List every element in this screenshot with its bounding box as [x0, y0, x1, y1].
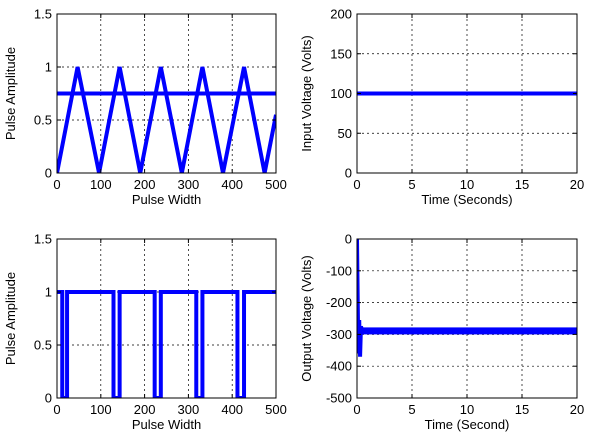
- top-left-y-tick-label: 0: [45, 166, 52, 181]
- bottom-right-y-axis-label: Output Voltage (Volts): [299, 255, 314, 381]
- bottom-right-y-tick-label: -400: [326, 359, 352, 374]
- bottom-left-y-tick-label: 1.5: [34, 232, 52, 247]
- bottom-left-series-line-1: [57, 290, 276, 398]
- top-right-x-tick-label: 10: [460, 177, 474, 192]
- bottom-right-chart: 0 5 10 15 20 -500 -400 -300 -200 -100 0 Time (Secon…: [299, 232, 584, 433]
- bottom-left-x-tick-label: 100: [90, 402, 112, 417]
- bottom-right-x-tick-label: 10: [460, 402, 474, 417]
- top-left-x-tick-label: 100: [90, 177, 112, 192]
- bottom-right-y-tick-label: -500: [326, 391, 352, 406]
- bottom-right-x-axis-label: Time (Second): [425, 417, 510, 432]
- top-right-x-tick-label: 15: [515, 177, 529, 192]
- bottom-left-x-axis-label: Pulse Width: [132, 417, 201, 432]
- top-left-y-tick-label: 0.5: [34, 113, 52, 128]
- bottom-left-x-tick-label: 300: [178, 402, 200, 417]
- top-left-x-tick-label: 400: [221, 177, 243, 192]
- top-left-x-axis-label: Pulse Width: [132, 192, 201, 207]
- top-right-y-tick-label: 0: [345, 166, 352, 181]
- top-right-y-tick-label: 50: [338, 126, 352, 141]
- bottom-right-x-tick-label: 0: [353, 402, 360, 417]
- bottom-right-series-line-1: [357, 239, 577, 357]
- top-left-data: [57, 66, 276, 173]
- bottom-right-x-tick-label: 20: [570, 402, 584, 417]
- top-left-x-tick-label: 500: [265, 177, 287, 192]
- bottom-left-y-tick-label: 0: [45, 391, 52, 406]
- top-left-axes-box: [56, 13, 277, 174]
- top-right-x-axis-label: Time (Seconds): [421, 192, 512, 207]
- bottom-left-axes-box: [56, 238, 277, 399]
- top-left-y-axis-label: Pulse Amplitude: [3, 47, 18, 140]
- bottom-left-x-tick-label: 0: [53, 402, 60, 417]
- top-left-y-tick-label: 1.5: [34, 7, 52, 22]
- top-right-y-tick-label: 200: [330, 7, 352, 22]
- top-right-y-tick-label: 100: [330, 86, 352, 101]
- top-right-x-tick-label: 20: [570, 177, 584, 192]
- bottom-left-plot-area: [57, 239, 276, 398]
- top-left-x-tick-label: 300: [178, 177, 200, 192]
- bottom-left-x-tick-label: 400: [221, 402, 243, 417]
- bottom-right-x-tick-label: 15: [515, 402, 529, 417]
- top-left-chart: 0 100 200 300 400 500 0 0.5 1 1.5 Pulse Width Pulse…: [3, 7, 287, 208]
- bottom-left-x-tick-label: 500: [265, 402, 287, 417]
- bottom-left-chart: 0 100 200 300 400 500 0 0.5 1 1.5 Pulse Width Pulse…: [3, 232, 287, 433]
- bottom-left-x-tick-label: 200: [134, 402, 156, 417]
- top-left-y-tick-label: 1: [45, 60, 52, 75]
- bottom-right-x-tick-label: 5: [408, 402, 415, 417]
- bottom-right-y-tick-label: -100: [326, 263, 352, 278]
- bottom-right-data: [357, 239, 577, 357]
- bottom-left-y-tick-label: 1: [45, 285, 52, 300]
- bottom-left-y-tick-label: 0.5: [34, 338, 52, 353]
- top-right-x-tick-label: 5: [408, 177, 415, 192]
- bottom-right-y-tick-label: -300: [326, 327, 352, 342]
- top-right-y-axis-label: Input Voltage (Volts): [299, 35, 314, 151]
- bottom-right-y-tick-label: 0: [345, 232, 352, 247]
- top-right-x-tick-label: 0: [353, 177, 360, 192]
- top-right-y-tick-label: 150: [330, 46, 352, 61]
- top-left-series-line-1: [57, 66, 276, 173]
- bottom-right-y-tick-label: -200: [326, 295, 352, 310]
- bottom-left-data: [57, 290, 276, 398]
- top-left-x-tick-label: 200: [134, 177, 156, 192]
- top-left-x-tick-label: 0: [53, 177, 60, 192]
- bottom-left-y-axis-label: Pulse Amplitude: [3, 272, 18, 365]
